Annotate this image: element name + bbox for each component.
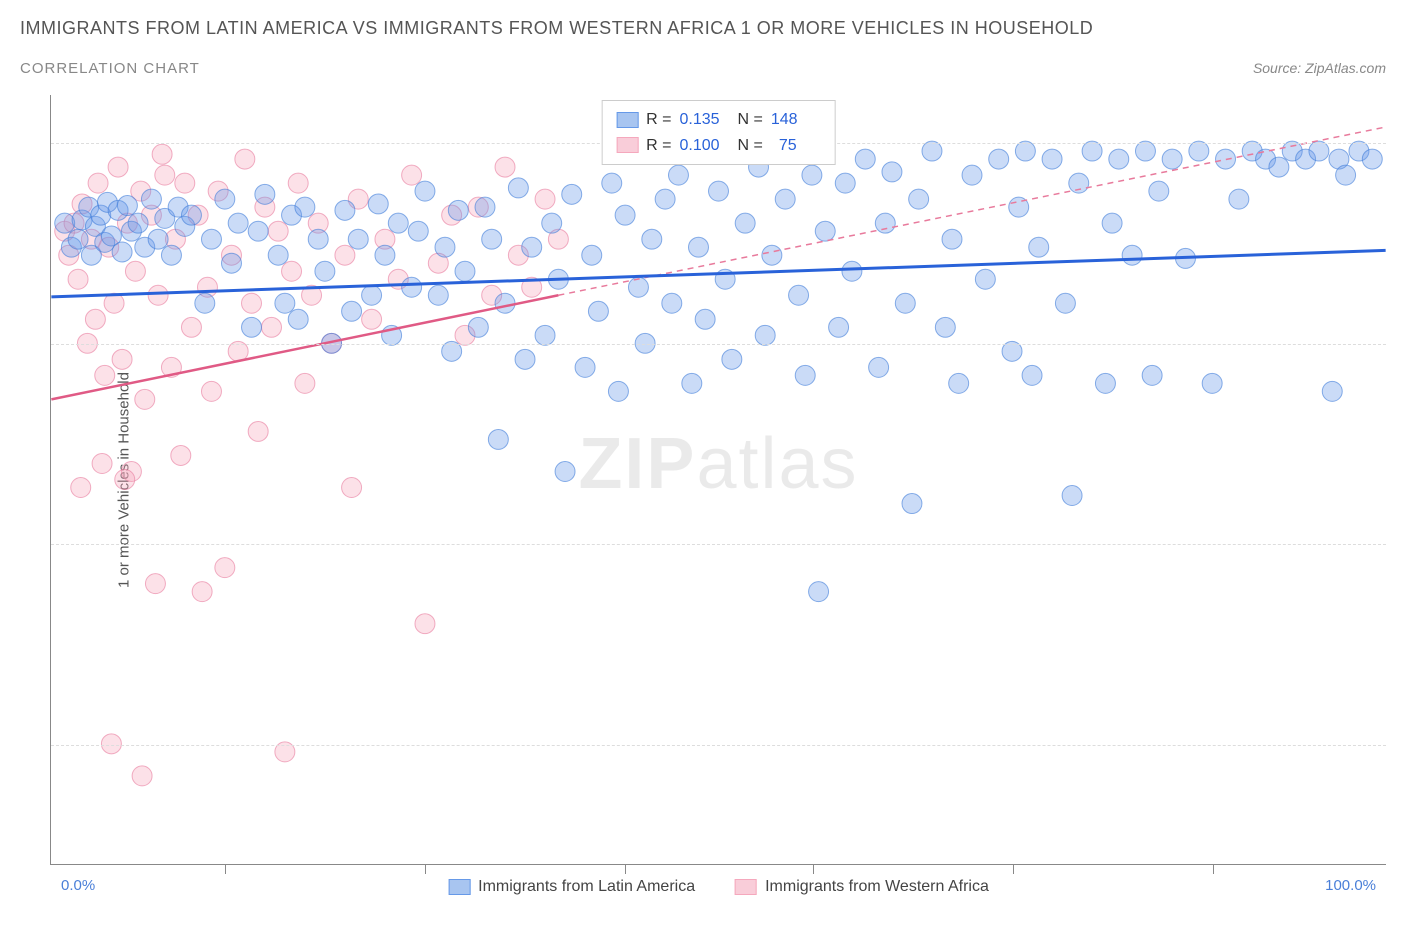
legend-label: Immigrants from Latin America [478,878,695,896]
legend-bottom: Immigrants from Latin America Immigrants… [448,878,989,896]
legend-item-1: Immigrants from Latin America [448,878,695,896]
swatch-series-2 [735,879,757,895]
chart-plot-area: 1 or more Vehicles in Household ZIPatlas… [50,95,1386,865]
swatch-series-1 [448,879,470,895]
stats-row-series-2: R =0.100 N =75 [616,133,821,159]
x-tick [1213,864,1214,874]
chart-title: IMMIGRANTS FROM LATIN AMERICA VS IMMIGRA… [20,18,1093,39]
source-attribution: Source: ZipAtlas.com [1253,60,1386,76]
stats-row-series-1: R =0.135 N =148 [616,107,821,133]
x-axis-label-max: 100.0% [1325,877,1376,894]
chart-subtitle: CORRELATION CHART [20,60,200,77]
swatch-series-1 [616,112,638,128]
gridline-h [51,544,1386,545]
x-tick [225,864,226,874]
gridline-h [51,344,1386,345]
gridline-h [51,745,1386,746]
x-axis-label-min: 0.0% [61,877,95,894]
legend-item-2: Immigrants from Western Africa [735,878,989,896]
scatter-svg [51,95,1386,864]
correlation-stats-box: R =0.135 N =148 R =0.100 N =75 [601,100,836,165]
x-tick [1013,864,1014,874]
x-tick [425,864,426,874]
swatch-series-2 [616,137,638,153]
x-tick [625,864,626,874]
x-tick [813,864,814,874]
legend-label: Immigrants from Western Africa [765,878,989,896]
